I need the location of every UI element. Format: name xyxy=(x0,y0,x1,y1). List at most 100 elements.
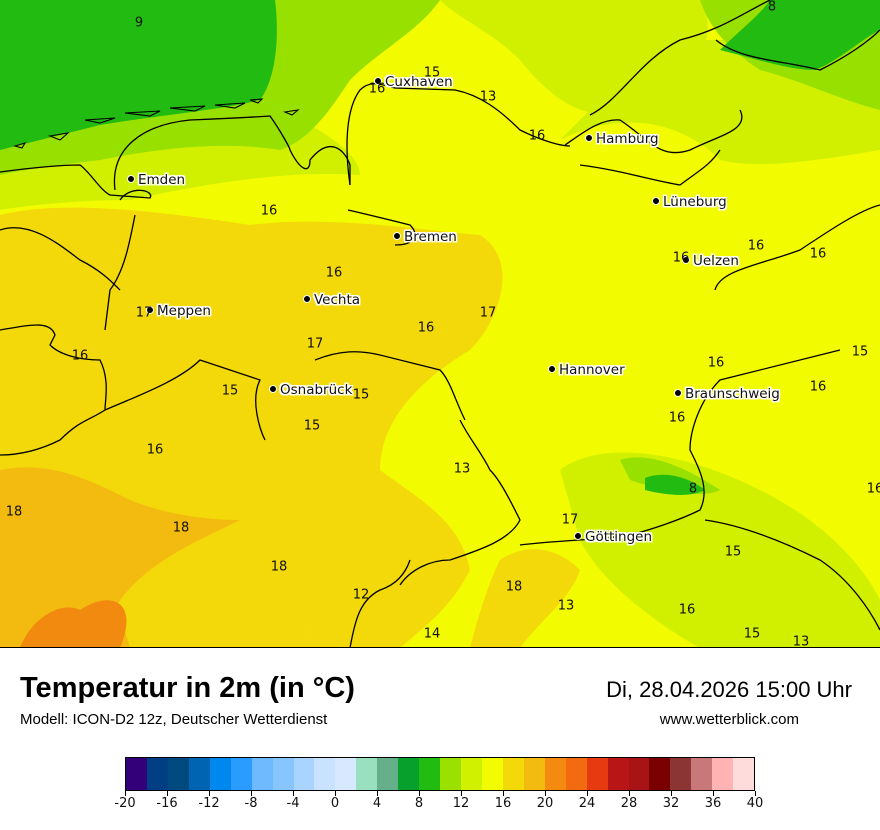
tick-label: 0 xyxy=(330,796,340,811)
map-layer xyxy=(0,0,880,647)
temperature-value: 14 xyxy=(423,626,441,642)
colorbar-segment xyxy=(188,758,210,790)
tick-mark xyxy=(629,791,630,796)
colorbar-segment xyxy=(544,758,566,790)
tick-label: 12 xyxy=(452,796,470,811)
city-marker-icon xyxy=(674,389,682,397)
city-marker-icon xyxy=(127,175,135,183)
forecast-datetime: Di, 28.04.2026 15:00 Uhr xyxy=(606,677,852,702)
colorbar-segment xyxy=(691,758,713,790)
temperature-colorbar xyxy=(125,757,755,791)
city-name: Braunschweig xyxy=(685,386,780,402)
colorbar-segment xyxy=(293,758,315,790)
city-name: Hamburg xyxy=(596,131,659,147)
temperature-value: 8 xyxy=(688,481,698,497)
city-name: Vechta xyxy=(314,292,361,308)
temperature-value: 16 xyxy=(672,250,690,266)
tick-mark xyxy=(377,791,378,796)
colorbar-segment xyxy=(272,758,294,790)
tick-label: 24 xyxy=(578,796,596,811)
tick-mark xyxy=(167,791,168,796)
tick-mark xyxy=(503,791,504,796)
temperature-value: 15 xyxy=(303,418,321,434)
tick-mark xyxy=(335,791,336,796)
city-label: Braunschweig xyxy=(674,386,780,402)
city-name: Bremen xyxy=(404,229,457,245)
city-marker-icon xyxy=(146,306,154,314)
temperature-value: 16 xyxy=(747,238,765,254)
city-marker-icon xyxy=(269,385,277,393)
city-label: Göttingen xyxy=(574,530,652,545)
city-marker-icon xyxy=(393,232,401,240)
colorbar-segment xyxy=(670,758,692,790)
colorbar-segment xyxy=(523,758,545,790)
tick-label: 40 xyxy=(746,796,764,811)
tick-mark xyxy=(671,791,672,796)
city-marker-icon xyxy=(652,197,660,205)
city-label: Cuxhaven xyxy=(374,74,453,90)
city-label: Hannover xyxy=(548,363,625,378)
colorbar-segment xyxy=(251,758,273,790)
temperature-value: 16 xyxy=(71,348,89,364)
city-label: Emden xyxy=(127,172,186,188)
city-marker-icon xyxy=(682,256,690,264)
tick-label: 16 xyxy=(494,796,512,811)
temperature-value: 17 xyxy=(561,512,579,528)
colorbar-segment xyxy=(733,758,755,790)
temperature-value: 17 xyxy=(135,305,153,321)
tick-mark xyxy=(125,791,126,796)
tick-mark xyxy=(293,791,294,796)
temperature-value: 13 xyxy=(557,598,575,614)
tick-label: 8 xyxy=(414,796,424,811)
temperature-value: 15 xyxy=(221,383,239,399)
city-name: Osnabrück xyxy=(280,382,353,398)
tick-label: 28 xyxy=(620,796,638,811)
colorbar-segment xyxy=(356,758,378,790)
temperature-map: Cuxhaven Hamburg Emden Lüneburg Bremen Uelzen… xyxy=(0,0,880,648)
temperature-value: 9 xyxy=(134,15,144,31)
city-name: Meppen xyxy=(157,303,211,319)
tick-mark xyxy=(419,791,420,796)
temperature-value: 16 xyxy=(809,246,827,262)
colorbar-segment xyxy=(314,758,336,790)
tick-label: -16 xyxy=(156,796,178,811)
temperature-value: 16 xyxy=(325,265,343,281)
colorbar-segment xyxy=(712,758,734,790)
colorbar-segment xyxy=(398,758,420,790)
city-name: Cuxhaven xyxy=(385,74,453,90)
temperature-value: 16 xyxy=(528,128,546,144)
colorbar-segment xyxy=(565,758,587,790)
temperature-value: 16 xyxy=(668,410,686,426)
website-link[interactable]: www.wetterblick.com xyxy=(659,711,799,728)
tick-label: -20 xyxy=(114,796,136,811)
city-marker-icon xyxy=(374,77,382,85)
temperature-value: 16 xyxy=(866,481,880,497)
tick-label: 32 xyxy=(662,796,680,811)
temperature-value: 17 xyxy=(306,336,324,352)
model-info: Modell: ICON-D2 12z, Deutscher Wetterdie… xyxy=(20,711,328,728)
tick-mark xyxy=(713,791,714,796)
tick-mark xyxy=(209,791,210,796)
city-marker-icon xyxy=(548,365,556,373)
colorbar-segment xyxy=(649,758,671,790)
temperature-value: 15 xyxy=(352,387,370,403)
colorbar-segment xyxy=(230,758,252,790)
city-label: Meppen xyxy=(146,303,211,319)
city-label: Lüneburg xyxy=(652,194,727,210)
city-name: Lüneburg xyxy=(663,194,727,210)
tick-mark xyxy=(251,791,252,796)
tick-label: 36 xyxy=(704,796,722,811)
temperature-value: 13 xyxy=(479,89,497,105)
temperature-value: 18 xyxy=(505,579,523,595)
city-name: Emden xyxy=(138,172,186,188)
city-label: Hamburg xyxy=(585,131,659,147)
tick-mark xyxy=(587,791,588,796)
colorbar-segment xyxy=(335,758,357,790)
temperature-value: 16 xyxy=(260,203,278,219)
temperature-value: 16 xyxy=(146,442,164,458)
colorbar-segment xyxy=(481,758,503,790)
city-name: Uelzen xyxy=(693,253,739,269)
colorbar-segment xyxy=(167,758,189,790)
temperature-value: 15 xyxy=(724,544,742,560)
temperature-value: 16 xyxy=(368,81,386,97)
